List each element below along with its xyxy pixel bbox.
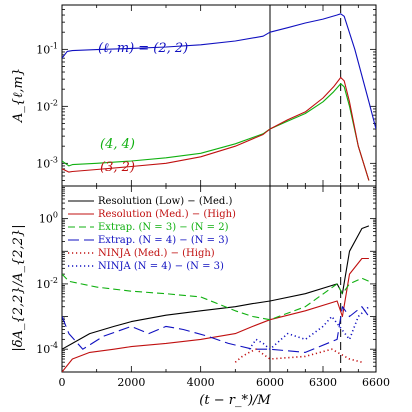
legend-entry: Extrap. (N = 3) − (N = 2) <box>98 222 229 233</box>
top-panel: 10-3 10-2 10-1 <box>36 4 377 187</box>
series-line-bottom-2 <box>62 273 370 321</box>
x-tick-label: 0 <box>59 376 66 389</box>
legend-entry: NINJA (N = 4) − (N = 3) <box>98 261 224 272</box>
x-tick-label: 6600 <box>362 376 390 389</box>
top-y-axis-label: A_{ℓ,m} <box>11 68 26 123</box>
x-tick-label: 2000 <box>117 376 145 389</box>
legend-entry: NINJA (Med.) − (High) <box>98 248 215 259</box>
x-axis-label: (t − r_*)/M <box>199 393 271 408</box>
annotation-22: (ℓ, m) = (2, 2) <box>98 41 188 56</box>
legend-entry: Resolution (Med.) − (High) <box>98 209 236 220</box>
series-line-top-2 <box>62 76 370 181</box>
x-tick-label: 6300 <box>309 376 337 389</box>
y-tick-label: 10-3 <box>36 155 58 170</box>
y-tick-label: 10-2 <box>36 98 58 113</box>
series-line-bottom-5 <box>248 306 370 351</box>
series-line-bottom-1 <box>62 257 369 372</box>
series-line-bottom-0 <box>62 225 370 350</box>
plot-frame <box>61 185 377 373</box>
legend-entry: Extrap. (N = 4) − (N = 3) <box>98 235 229 246</box>
bottom-y-axis-label: |δA_{2,2}/A_{2,2}| <box>11 224 26 351</box>
y-tick-label: 10-1 <box>36 41 58 56</box>
x-tick-label: 4000 <box>187 376 215 389</box>
legend-entry: Resolution (Low) − (Med.) <box>98 196 232 207</box>
y-tick-label: 10-2 <box>36 276 58 291</box>
annotation-44: (4, 4) <box>100 137 135 152</box>
y-tick-label: 100 <box>39 211 58 226</box>
series-line-bottom-4 <box>234 348 363 363</box>
series-line-top-0 <box>62 13 376 130</box>
y-tick-label: 10-4 <box>36 341 58 356</box>
bottom-panel: 10-4 10-2 100 0 2000 4000 6000 6300 6600 <box>36 185 390 389</box>
x-tick-label: 6000 <box>256 376 284 389</box>
legend: Resolution (Low) − (Med.) Resolution (Med… <box>68 196 236 272</box>
annotation-32: (3, 2) <box>100 160 135 175</box>
series-line-bottom-3 <box>62 306 370 353</box>
